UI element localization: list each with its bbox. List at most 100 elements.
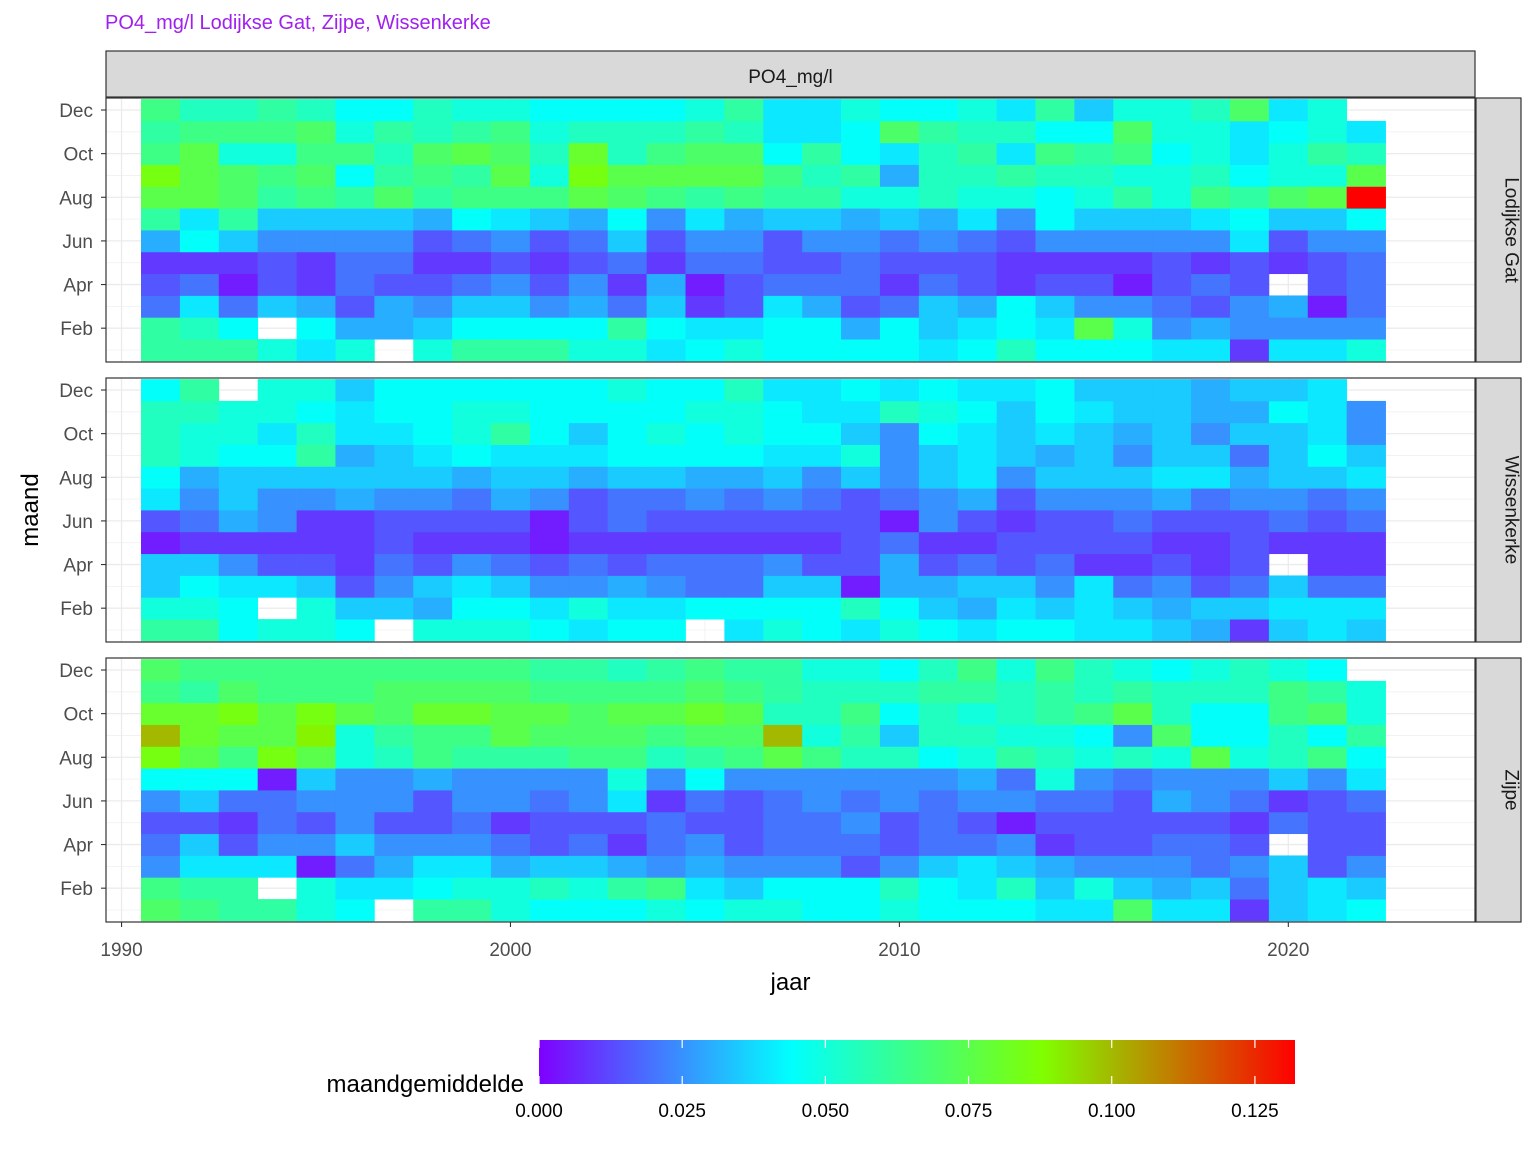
heatmap-cell xyxy=(1191,855,1231,878)
y-tick-label: Jun xyxy=(62,232,93,253)
heatmap-cell xyxy=(802,575,842,598)
heatmap-cell xyxy=(218,230,259,253)
heatmap-cell xyxy=(1113,400,1153,424)
heatmap-cell xyxy=(841,186,881,209)
heatmap-cell xyxy=(841,422,881,445)
heatmap-cell xyxy=(1191,768,1231,791)
heatmap-cell xyxy=(1113,724,1153,747)
heatmap-cell xyxy=(646,680,686,704)
heatmap-cell xyxy=(1113,99,1153,122)
heatmap-cell xyxy=(841,877,881,900)
colorbar xyxy=(539,1040,1295,1084)
heatmap-cell xyxy=(296,768,336,791)
heatmap-cell xyxy=(763,295,803,318)
heatmap-cell xyxy=(1346,295,1386,318)
heatmap-cell xyxy=(1191,466,1231,489)
heatmap-cell xyxy=(996,597,1036,620)
heatmap-cell xyxy=(218,339,259,362)
heatmap-cell xyxy=(141,855,181,878)
heatmap-cell xyxy=(685,251,725,275)
heatmap-cell xyxy=(763,811,803,835)
x-axis-title: jaar xyxy=(769,969,810,996)
heatmap-cell xyxy=(374,120,414,144)
heatmap-cell xyxy=(1268,422,1309,445)
heatmap-cell xyxy=(763,466,803,489)
heatmap-cell xyxy=(141,575,181,598)
heatmap-cell xyxy=(685,164,725,187)
heatmap-cell xyxy=(1035,379,1075,402)
heatmap-cell xyxy=(1229,619,1270,642)
heatmap-cell xyxy=(257,790,297,813)
heatmap-cell xyxy=(1152,422,1192,445)
heatmap-cell xyxy=(413,659,453,682)
heatmap-cell xyxy=(1307,597,1348,620)
heatmap-cell xyxy=(957,230,998,253)
heatmap-cell xyxy=(1113,208,1153,231)
heatmap-cell xyxy=(802,120,842,144)
heatmap-cell xyxy=(218,488,259,511)
heatmap-cell xyxy=(879,488,920,511)
heatmap-cell xyxy=(218,680,259,704)
heatmap-cell xyxy=(1074,422,1114,445)
heatmap-cell xyxy=(218,120,259,144)
heatmap-cell xyxy=(1035,531,1075,555)
heatmap-cell xyxy=(179,164,220,187)
colorbar-title: maandgemiddelde xyxy=(327,1071,524,1098)
colorbar-tick-label: 0.050 xyxy=(802,1101,850,1122)
heatmap-cell xyxy=(1268,855,1309,878)
heatmap-cell xyxy=(1191,142,1231,165)
y-tick-label: Aug xyxy=(59,468,93,489)
heatmap-cell xyxy=(141,597,181,620)
heatmap-cell xyxy=(1035,251,1075,275)
heatmap-cell xyxy=(646,379,686,402)
heatmap-cell xyxy=(1307,746,1348,769)
heatmap-cell xyxy=(491,466,531,489)
heatmap-cell xyxy=(685,790,725,813)
heatmap-cell xyxy=(763,317,803,340)
heatmap-cell xyxy=(1035,142,1075,165)
heatmap-cell xyxy=(1307,811,1348,835)
heatmap-cell xyxy=(879,619,920,642)
heatmap-cell xyxy=(607,208,647,231)
heatmap-cell xyxy=(763,619,803,642)
heatmap-cell xyxy=(568,273,609,296)
heatmap-cell xyxy=(996,186,1036,209)
heatmap-cell xyxy=(1229,659,1270,682)
heatmap-cell xyxy=(1113,164,1153,187)
heatmap-cell xyxy=(724,295,764,318)
heatmap-cell xyxy=(335,659,375,682)
heatmap-cell xyxy=(841,466,881,489)
heatmap-cell xyxy=(179,790,220,813)
heatmap-cell xyxy=(257,230,297,253)
heatmap-cell xyxy=(452,99,492,122)
heatmap-cell xyxy=(802,724,842,747)
heatmap-cell xyxy=(296,230,336,253)
heatmap-cell xyxy=(1229,466,1270,489)
heatmap-cell xyxy=(335,186,375,209)
heatmap-cell xyxy=(1035,680,1075,704)
heatmap-cell xyxy=(685,208,725,231)
heatmap-cell xyxy=(218,422,259,445)
heatmap-cell xyxy=(335,99,375,122)
heatmap-cell xyxy=(218,553,259,576)
heatmap-cell xyxy=(568,230,609,253)
heatmap-cell xyxy=(413,619,453,642)
heatmap-cell xyxy=(724,120,764,144)
heatmap-cell xyxy=(413,531,453,555)
heatmap-cell xyxy=(1268,877,1309,900)
heatmap-cell xyxy=(529,295,570,318)
heatmap-cell xyxy=(918,120,959,144)
heatmap-cell xyxy=(1307,768,1348,791)
heatmap-cell xyxy=(879,164,920,187)
heatmap-cell xyxy=(1074,488,1114,511)
heatmap-cell xyxy=(1113,619,1153,642)
heatmap-cell xyxy=(529,531,570,555)
heatmap-cell xyxy=(1152,208,1192,231)
heatmap-cell xyxy=(763,444,803,467)
heatmap-cell xyxy=(296,659,336,682)
heatmap-cell xyxy=(413,811,453,835)
heatmap-cell xyxy=(141,99,181,122)
heatmap-cell xyxy=(957,466,998,489)
heatmap-cell xyxy=(1268,251,1309,275)
heatmap-cell xyxy=(841,208,881,231)
